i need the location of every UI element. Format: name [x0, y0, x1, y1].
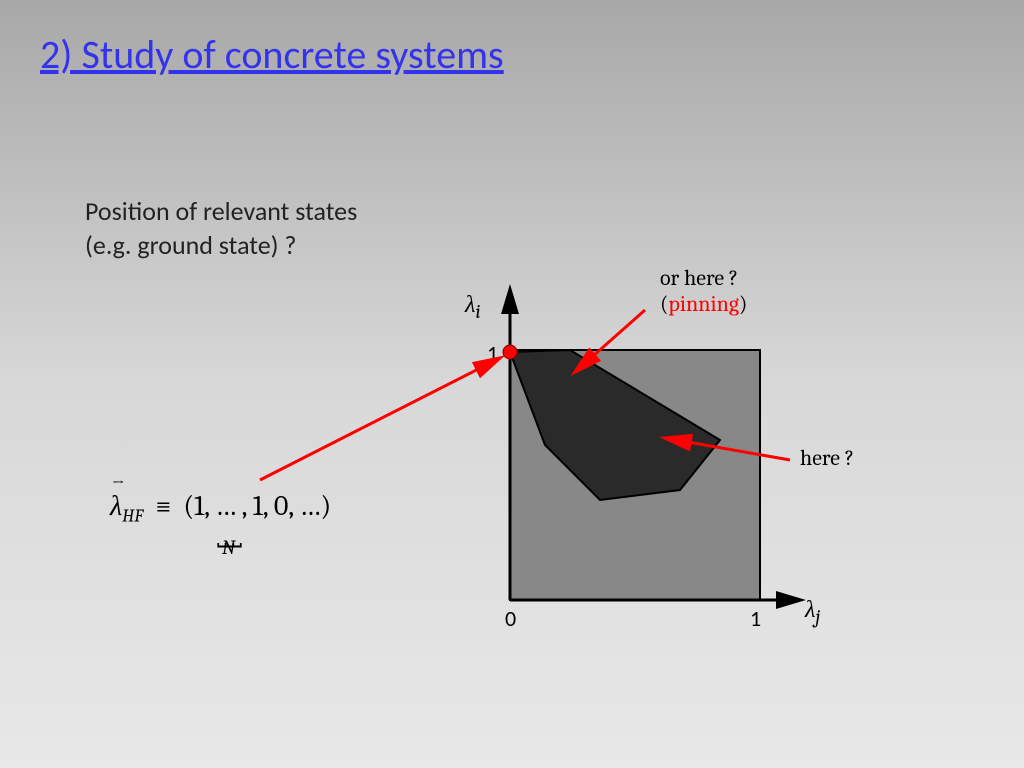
arrow-from-formula — [260, 358, 500, 480]
plot-svg — [0, 0, 1024, 768]
hf-point-dot — [503, 345, 517, 359]
